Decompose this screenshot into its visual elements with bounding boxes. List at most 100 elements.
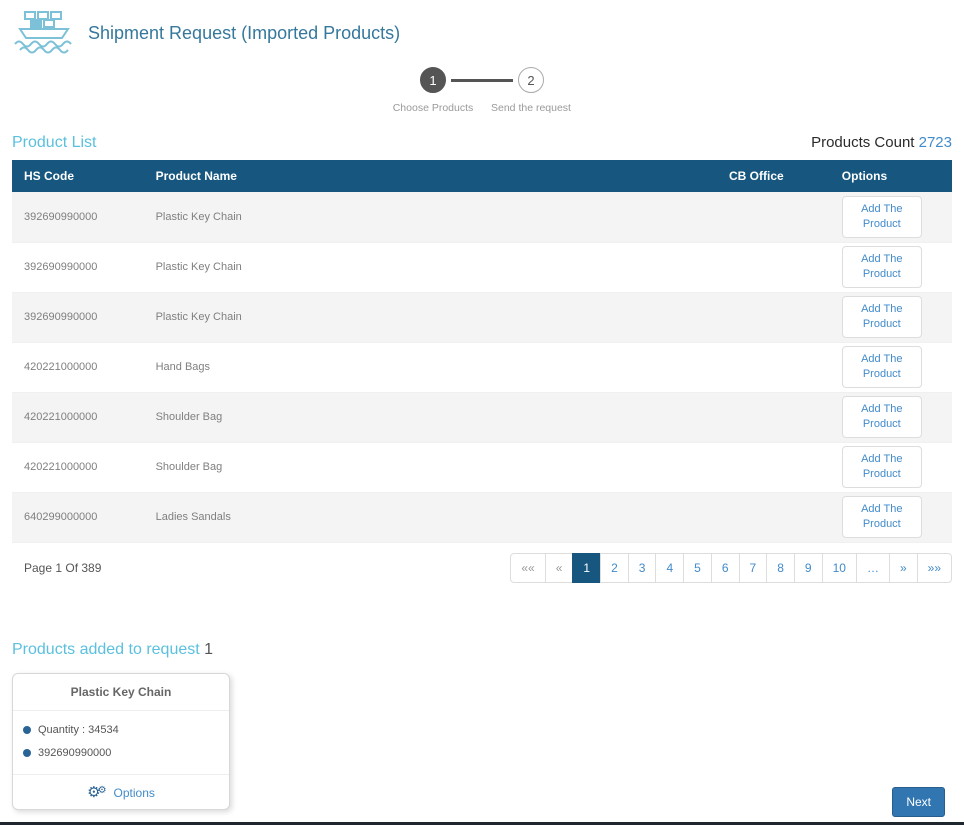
pagination-prev[interactable]: « bbox=[544, 552, 574, 583]
pagination-page-2[interactable]: 2 bbox=[600, 552, 629, 583]
options-cell: Add The Product bbox=[829, 242, 952, 293]
options-cell: Add The Product bbox=[829, 442, 952, 493]
card-title: Plastic Key Chain bbox=[13, 674, 229, 711]
product-name-cell: Hand Bags bbox=[143, 342, 717, 393]
cb-office-cell bbox=[717, 242, 830, 293]
pagination-page-4[interactable]: 4 bbox=[655, 552, 685, 583]
card-body: Quantity : 34534 392690990000 bbox=[13, 711, 229, 774]
cb-office-cell bbox=[717, 492, 830, 543]
product-name-cell: Shoulder Bag bbox=[143, 442, 717, 493]
hs-code-cell: 420221000000 bbox=[12, 442, 144, 493]
table-row: 640299000000 Ladies Sandals Add The Prod… bbox=[12, 492, 952, 543]
add-product-button[interactable]: Add The Product bbox=[841, 396, 922, 438]
table-row: 392690990000 Plastic Key Chain Add The P… bbox=[12, 242, 952, 293]
step-1-label: Choose Products bbox=[392, 102, 474, 114]
card-options-button[interactable]: ⚙⚙ Options bbox=[13, 773, 229, 809]
products-count-value: 2723 bbox=[918, 134, 952, 151]
pagination: «« « 1 2 3 4 5 6 7 8 9 10 … » »» bbox=[510, 552, 952, 583]
cb-office-cell bbox=[717, 442, 830, 493]
column-header-cb-office[interactable]: CB Office bbox=[717, 160, 830, 192]
hs-code-cell: 392690990000 bbox=[12, 242, 144, 293]
add-product-button[interactable]: Add The Product bbox=[841, 346, 922, 388]
bottom-bar bbox=[0, 822, 964, 825]
cb-office-cell bbox=[717, 292, 830, 343]
card-hs-code-text: 392690990000 bbox=[38, 746, 112, 759]
column-header-product-name[interactable]: Product Name bbox=[143, 160, 717, 192]
step-1-circle[interactable]: 1 bbox=[420, 67, 446, 93]
gears-icon: ⚙⚙ bbox=[87, 783, 107, 801]
product-list-header: Product List Products Count 2723 bbox=[12, 134, 952, 152]
pagination-next[interactable]: » bbox=[888, 552, 918, 583]
card-options-label: Options bbox=[113, 785, 155, 800]
add-product-button[interactable]: Add The Product bbox=[841, 446, 922, 488]
options-cell: Add The Product bbox=[829, 392, 952, 443]
cb-office-cell bbox=[717, 192, 830, 243]
table-footer: Page 1 Of 389 «« « 1 2 3 4 5 6 7 8 9 10 … bbox=[12, 543, 952, 593]
products-count-label: Products Count bbox=[811, 134, 915, 151]
pagination-page-5[interactable]: 5 bbox=[683, 552, 712, 583]
next-button[interactable]: Next bbox=[892, 787, 945, 817]
added-products-label: Products added to request bbox=[12, 640, 200, 658]
step-send-request: 2 Send the request bbox=[483, 67, 579, 114]
pagination-page-8[interactable]: 8 bbox=[766, 552, 795, 583]
step-connector bbox=[451, 79, 513, 82]
product-name-cell: Shoulder Bag bbox=[143, 392, 717, 443]
add-product-button[interactable]: Add The Product bbox=[841, 296, 922, 338]
product-table: HS Code Product Name CB Office Options 3… bbox=[12, 160, 952, 543]
product-name-cell: Plastic Key Chain bbox=[143, 242, 717, 293]
pagination-page-7[interactable]: 7 bbox=[738, 552, 768, 583]
hs-code-cell: 420221000000 bbox=[12, 392, 144, 443]
product-list-title: Product List bbox=[12, 134, 97, 151]
table-row: 420221000000 Shoulder Bag Add The Produc… bbox=[12, 442, 952, 493]
cb-office-cell bbox=[717, 392, 830, 443]
step-2-label: Send the request bbox=[491, 102, 571, 114]
table-row: 392690990000 Plastic Key Chain Add The P… bbox=[12, 192, 952, 243]
page-info: Page 1 Of 389 bbox=[24, 560, 102, 575]
ship-logo-icon bbox=[12, 8, 76, 59]
hs-code-cell: 392690990000 bbox=[12, 292, 144, 343]
hs-code-cell: 640299000000 bbox=[12, 492, 144, 543]
column-header-options: Options bbox=[829, 160, 952, 192]
pagination-page-1[interactable]: 1 bbox=[572, 552, 602, 583]
options-cell: Add The Product bbox=[829, 292, 952, 343]
pagination-ellipsis[interactable]: … bbox=[855, 552, 890, 583]
card-quantity-text: Quantity : 34534 bbox=[38, 723, 119, 736]
pagination-first[interactable]: «« bbox=[510, 552, 546, 583]
step-choose-products: 1 Choose Products bbox=[385, 67, 481, 114]
product-name-cell: Plastic Key Chain bbox=[143, 192, 717, 243]
page-title: Shipment Request (Imported Products) bbox=[88, 23, 401, 43]
product-name-cell: Plastic Key Chain bbox=[143, 292, 717, 343]
bullet-icon bbox=[23, 725, 31, 734]
options-cell: Add The Product bbox=[829, 492, 952, 543]
card-hs-code-item: 392690990000 bbox=[23, 747, 219, 759]
options-cell: Add The Product bbox=[829, 342, 952, 393]
hs-code-cell: 392690990000 bbox=[12, 192, 144, 243]
pagination-page-9[interactable]: 9 bbox=[793, 552, 823, 583]
cb-office-cell bbox=[717, 342, 830, 393]
pagination-page-3[interactable]: 3 bbox=[627, 552, 657, 583]
table-row: 392690990000 Plastic Key Chain Add The P… bbox=[12, 292, 952, 343]
products-count: Products Count 2723 bbox=[811, 134, 952, 151]
stepper: 1 Choose Products 2 Send the request bbox=[12, 67, 952, 114]
add-product-button[interactable]: Add The Product bbox=[841, 246, 922, 288]
table-header-row: HS Code Product Name CB Office Options bbox=[12, 160, 952, 192]
pagination-page-6[interactable]: 6 bbox=[710, 552, 740, 583]
column-header-hs-code[interactable]: HS Code bbox=[12, 160, 144, 192]
table-row: 420221000000 Hand Bags Add The Product bbox=[12, 342, 952, 393]
options-cell: Add The Product bbox=[829, 192, 952, 243]
added-products-count: 1 bbox=[204, 640, 214, 658]
table-row: 420221000000 Shoulder Bag Add The Produc… bbox=[12, 392, 952, 443]
app-header: Shipment Request (Imported Products) bbox=[12, 0, 952, 59]
card-quantity-item: Quantity : 34534 bbox=[23, 724, 219, 736]
added-products-heading: Products added to request 1 bbox=[12, 641, 952, 659]
product-name-cell: Ladies Sandals bbox=[143, 492, 717, 543]
step-2-circle[interactable]: 2 bbox=[518, 67, 544, 93]
pagination-page-10[interactable]: 10 bbox=[821, 552, 857, 583]
added-product-card: Plastic Key Chain Quantity : 34534 39269… bbox=[12, 672, 230, 810]
hs-code-cell: 420221000000 bbox=[12, 342, 144, 393]
bullet-icon bbox=[23, 748, 31, 757]
add-product-button[interactable]: Add The Product bbox=[841, 496, 922, 538]
add-product-button[interactable]: Add The Product bbox=[841, 195, 922, 238]
pagination-last[interactable]: »» bbox=[916, 552, 952, 583]
